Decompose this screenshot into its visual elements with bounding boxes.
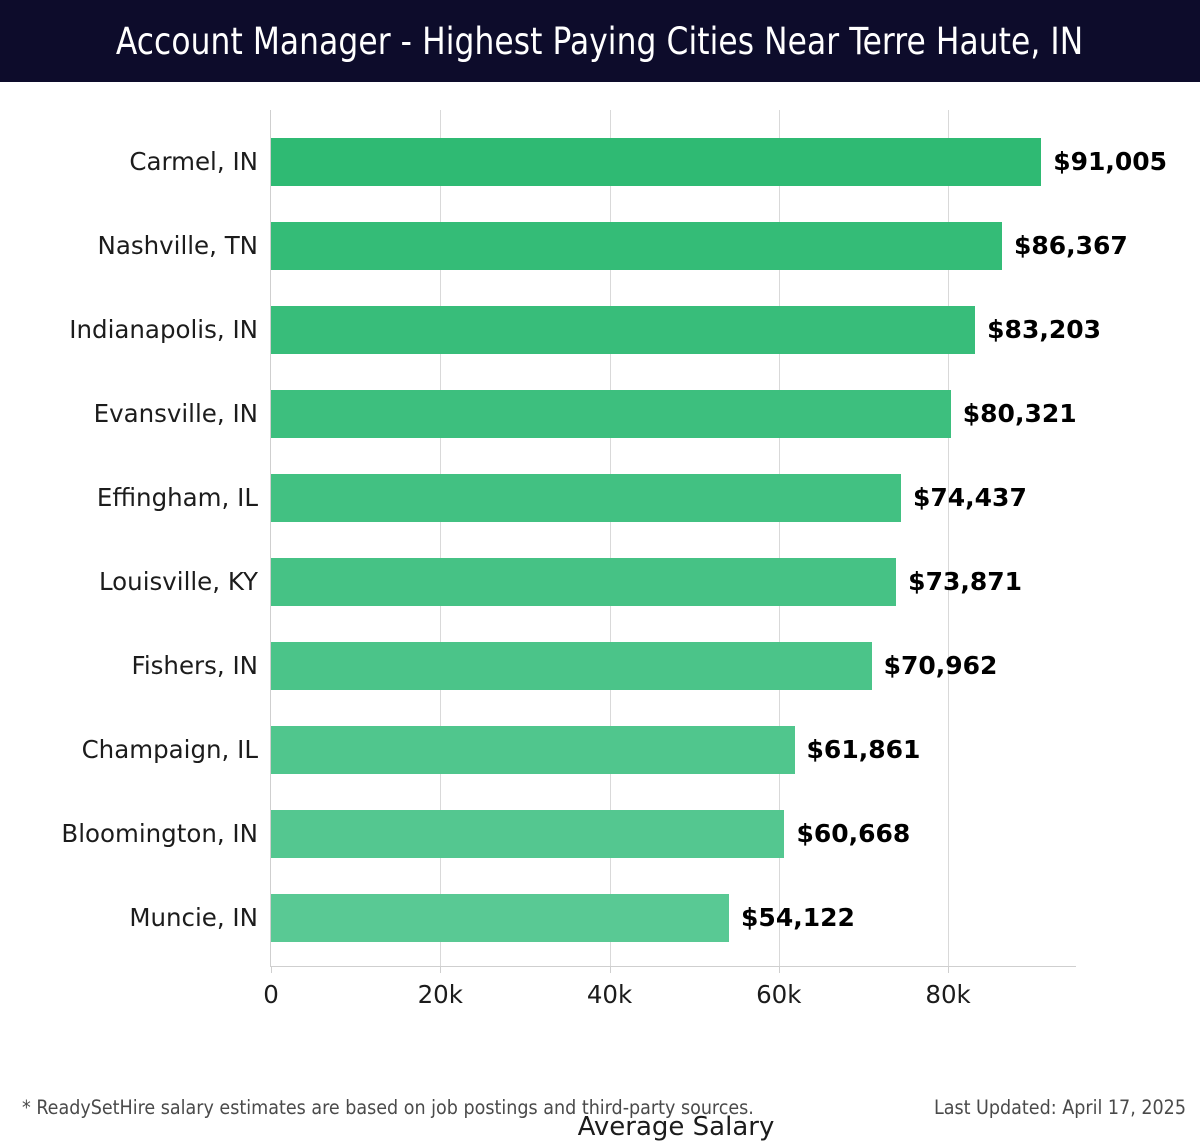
footer-disclaimer: * ReadySetHire salary estimates are base… <box>22 1096 754 1119</box>
bar[interactable] <box>271 726 795 774</box>
bar[interactable] <box>271 474 901 522</box>
bar[interactable] <box>271 390 951 438</box>
category-label: Muncie, IN <box>129 903 258 932</box>
bar[interactable] <box>271 642 872 690</box>
x-axis-tick-mark <box>609 966 611 973</box>
category-label: Champaign, IL <box>81 735 258 764</box>
gridline <box>778 110 780 966</box>
bar-row: Louisville, KY $73,871 <box>0 558 1200 606</box>
gridline <box>609 110 611 966</box>
category-label: Indianapolis, IN <box>69 315 258 344</box>
bar-row: Effingham, IL $74,437 <box>0 474 1200 522</box>
category-label: Nashville, TN <box>97 231 259 260</box>
bar-row: Carmel, IN $91,005 <box>0 138 1200 186</box>
title-bar: Account Manager - Highest Paying Cities … <box>0 0 1200 82</box>
category-label: Louisville, KY <box>98 567 258 596</box>
x-axis-tick-label: 60k <box>756 980 802 1009</box>
footer-last-updated: Last Updated: April 17, 2025 <box>933 1096 1186 1119</box>
bar-value-label: $83,203 <box>987 315 1102 344</box>
bar[interactable] <box>271 558 897 606</box>
x-axis-line <box>270 966 1076 967</box>
bar-row: Fishers, IN $70,962 <box>0 642 1200 690</box>
x-axis-tick-mark <box>948 966 950 973</box>
x-axis-tick-mark <box>271 966 272 973</box>
category-label: Evansville, IN <box>93 399 258 428</box>
bar[interactable] <box>271 810 785 858</box>
bar-value-label: $54,122 <box>741 903 855 932</box>
category-label: Bloomington, IN <box>61 819 258 848</box>
chart-plot-area: Carmel, IN $91,005 Nashville, TN $86,367 Ind… <box>0 82 1200 1142</box>
x-axis-tick-mark <box>440 966 442 973</box>
bar-value-label: $73,871 <box>908 567 1023 596</box>
bar[interactable] <box>271 306 976 354</box>
bar-value-label: $80,321 <box>962 399 1077 428</box>
bar-value-label: $61,861 <box>806 735 921 764</box>
bar-value-label: $86,367 <box>1013 231 1128 260</box>
x-axis-tick-label: 80k <box>925 980 971 1009</box>
bar-row: Muncie, IN $54,122 <box>0 894 1200 942</box>
category-label: Carmel, IN <box>129 147 258 176</box>
bar-row: Champaign, IL $61,861 <box>0 726 1200 774</box>
bar-row: Indianapolis, IN $83,203 <box>0 306 1200 354</box>
category-label: Fishers, IN <box>131 651 258 680</box>
y-axis-line <box>270 110 271 967</box>
bar-value-label: $70,962 <box>883 651 998 680</box>
gridline <box>948 110 950 966</box>
x-axis-tick-mark <box>778 966 780 973</box>
page-title: Account Manager - Highest Paying Cities … <box>116 19 1084 63</box>
x-axis-tick-label: 40k <box>586 980 633 1009</box>
x-axis-tick-label: 0 <box>263 980 279 1009</box>
bar-value-label: $60,668 <box>796 819 911 848</box>
bar[interactable] <box>271 222 1002 270</box>
bar-value-label: $74,437 <box>912 483 1027 512</box>
x-axis-tick-label: 20k <box>417 980 463 1009</box>
bar-row: Bloomington, IN $60,668 <box>0 810 1200 858</box>
category-label: Effingham, IL <box>96 483 258 512</box>
bar-row: Evansville, IN $80,321 <box>0 390 1200 438</box>
bar-value-label: $91,005 <box>1053 147 1168 176</box>
bar[interactable] <box>271 138 1042 186</box>
x-axis-title: Average Salary <box>577 1112 775 1142</box>
gridline <box>440 110 442 966</box>
bar-row: Nashville, TN $86,367 <box>0 222 1200 270</box>
bar[interactable] <box>271 894 730 942</box>
